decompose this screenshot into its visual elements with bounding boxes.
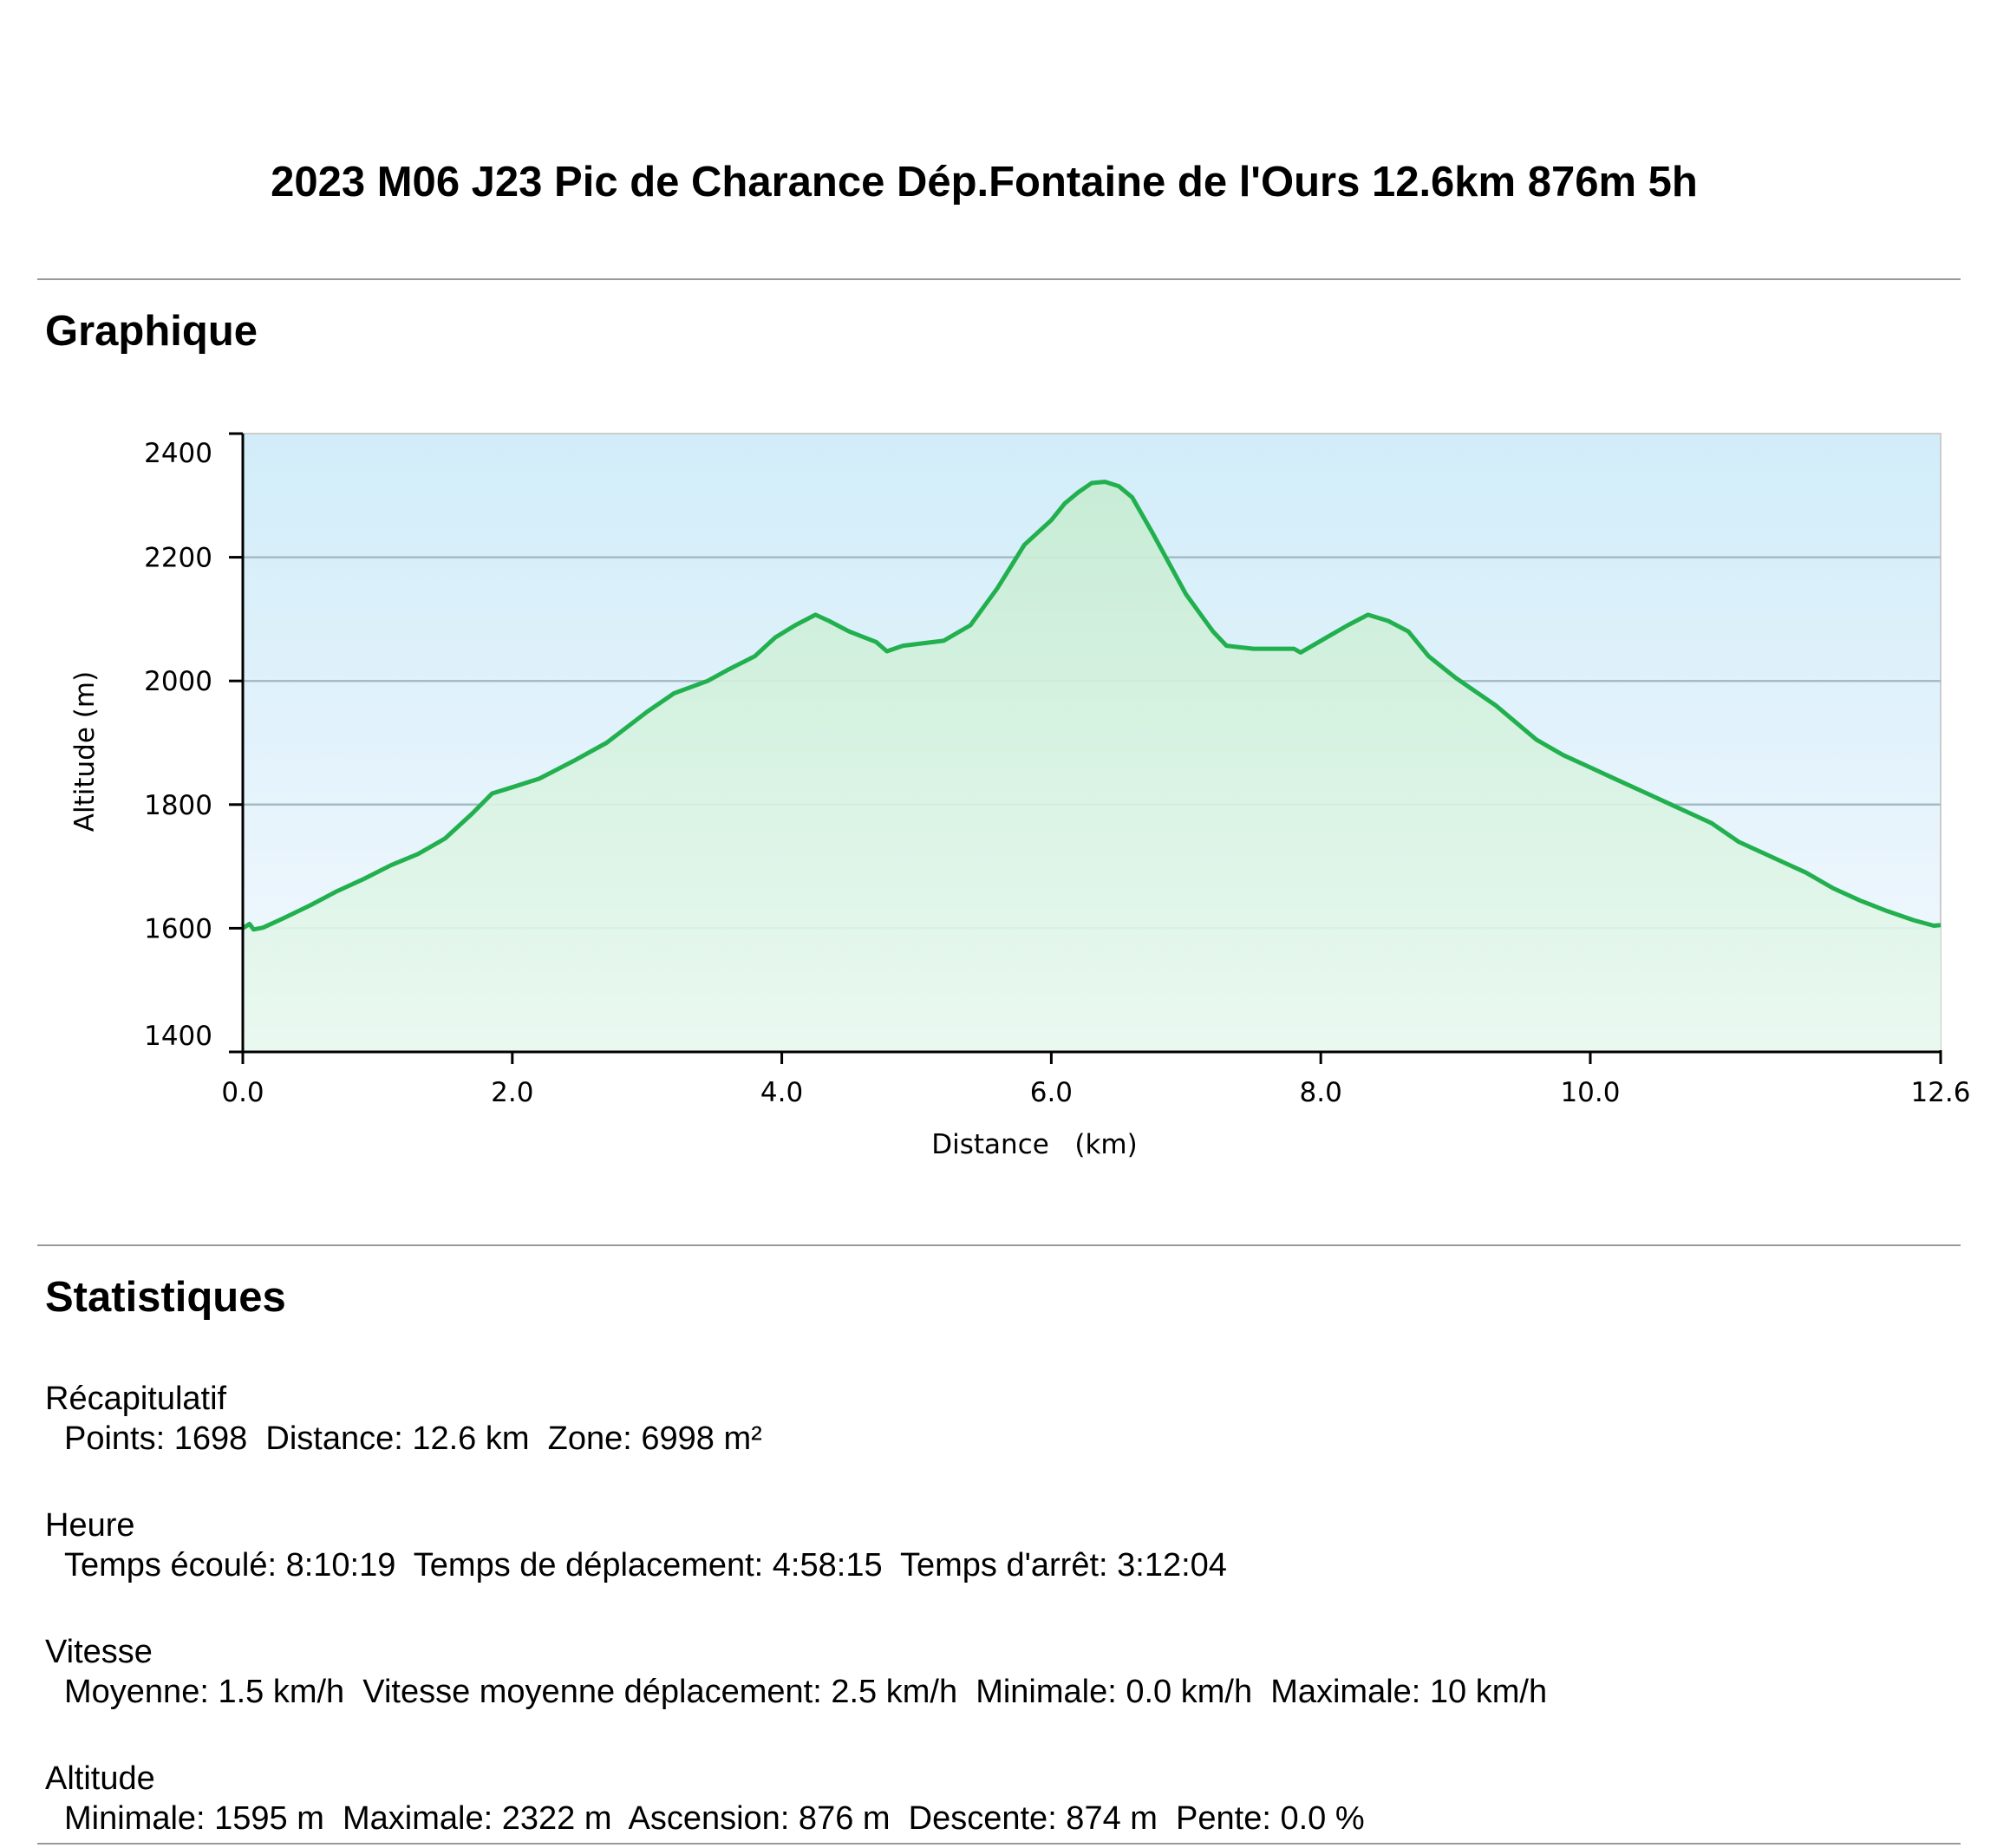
- tick-labels: 0.0 2.0 4.0 6.0 8.0 10.0 12.6 2400 2200 2000 1800 1…: [144, 438, 1970, 1108]
- stat-line: Minimale: 1595 m Maximale: 2322 m Ascens…: [64, 1800, 1365, 1837]
- stat-group-speed: Vitesse Moyenne: 1.5 km/h Vitesse moyenn…: [45, 1632, 1547, 1712]
- stat-heading: Récapitulatif: [45, 1381, 227, 1417]
- divider: [37, 1843, 1961, 1845]
- y-tick-label: 2200: [144, 543, 212, 574]
- elevation-area: [243, 481, 1941, 1052]
- x-tick-label: 0.0: [221, 1077, 264, 1108]
- y-tick-label: 1800: [144, 790, 212, 821]
- stat-group-summary: Récapitulatif Points: 1698 Distance: 12.…: [45, 1379, 762, 1459]
- graph-section-heading: Graphique: [45, 308, 258, 355]
- stat-group-time: Heure Temps écoulé: 8:10:19 Temps de dép…: [45, 1505, 1227, 1585]
- y-axis-label: Altitude (m): [69, 671, 101, 832]
- stats-section-heading: Statistiques: [45, 1274, 286, 1321]
- page-title: 2023 M06 J23 Pic de Charance Dép.Fontain…: [271, 159, 1698, 206]
- stat-heading: Altitude: [45, 1760, 155, 1797]
- x-axis-label: Distance (km): [931, 1129, 1137, 1160]
- x-tick-label: 4.0: [760, 1077, 803, 1108]
- y-tick-label: 2000: [144, 666, 212, 697]
- stat-line: Points: 1698 Distance: 12.6 km Zone: 699…: [64, 1420, 762, 1457]
- axes: [229, 432, 1942, 1064]
- divider: [37, 278, 1961, 280]
- x-tick-label: 8.0: [1300, 1077, 1342, 1108]
- elevation-chart: 0.0 2.0 4.0 6.0 8.0 10.0 12.6 2400 2200 2000 1800 1…: [69, 432, 1971, 1160]
- stat-line: Temps écoulé: 8:10:19 Temps de déplaceme…: [64, 1547, 1227, 1584]
- x-tick-label: 2.0: [491, 1077, 533, 1108]
- stat-heading: Heure: [45, 1507, 135, 1544]
- stat-heading: Vitesse: [45, 1634, 153, 1670]
- x-tick-label: 12.6: [1910, 1077, 1970, 1108]
- divider: [37, 1244, 1961, 1246]
- x-tick-label: 10.0: [1560, 1077, 1620, 1108]
- y-tick-label: 1600: [144, 913, 212, 944]
- y-tick-label: 1400: [144, 1021, 212, 1052]
- elevation-series-line: [241, 480, 1942, 932]
- x-tick-label: 6.0: [1030, 1077, 1073, 1108]
- y-tick-label: 2400: [144, 438, 212, 469]
- stat-group-altitude: Altitude Minimale: 1595 m Maximale: 2322…: [45, 1759, 1365, 1838]
- stat-line: Moyenne: 1.5 km/h Vitesse moyenne déplac…: [64, 1674, 1548, 1710]
